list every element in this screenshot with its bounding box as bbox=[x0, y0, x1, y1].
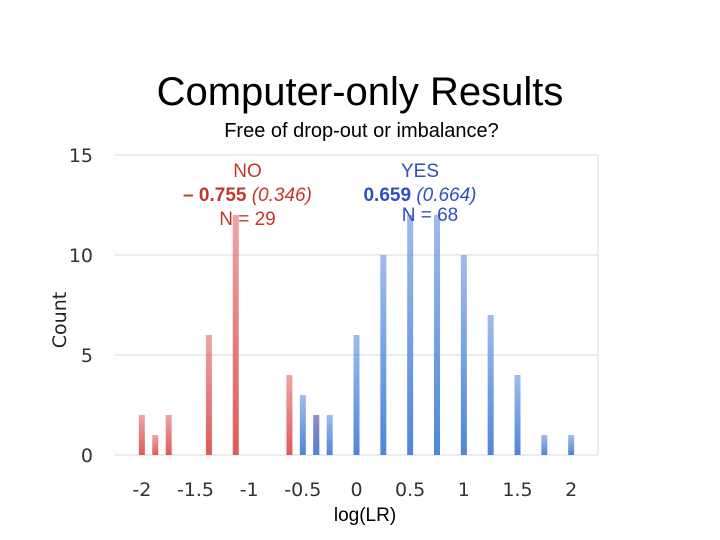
annotation-yes-se: (0.664) bbox=[416, 185, 477, 206]
annotation-yes-value: 0.659 bbox=[363, 185, 412, 206]
y-tick-label: 5 bbox=[81, 345, 93, 367]
y-tick-label: 15 bbox=[69, 145, 93, 167]
bar-yes bbox=[313, 415, 320, 455]
x-tick-label: 0.5 bbox=[395, 479, 425, 501]
annotation-no-label: NO bbox=[233, 161, 262, 182]
bar-yes bbox=[541, 435, 548, 455]
bar-yes bbox=[353, 335, 360, 455]
annotation-no-prefix: – bbox=[183, 185, 199, 206]
annotation-yes: YES 0.659 (0.664) N = 68 bbox=[345, 160, 495, 228]
bar-no bbox=[232, 215, 239, 455]
x-tick-label: 1 bbox=[458, 479, 470, 501]
bar-no bbox=[152, 435, 159, 455]
bar-yes bbox=[514, 375, 521, 455]
bar-yes bbox=[407, 215, 414, 455]
bar-yes bbox=[380, 255, 387, 455]
bar-yes bbox=[326, 415, 333, 455]
annotation-yes-stat: 0.659 (0.664) bbox=[345, 184, 495, 208]
bar-yes bbox=[299, 395, 306, 455]
x-tick-label: 0 bbox=[350, 479, 362, 501]
annotation-no-se: (0.346) bbox=[251, 185, 312, 206]
annotation-yes-label: YES bbox=[400, 161, 440, 182]
annotation-no-n: N = 29 bbox=[219, 209, 276, 230]
y-tick-label: 10 bbox=[69, 245, 93, 267]
bar-no bbox=[138, 415, 145, 455]
x-axis-label: log(LR) bbox=[334, 505, 396, 526]
x-tick-label: -1.5 bbox=[177, 479, 214, 501]
annotation-no-value: 0.755 bbox=[198, 185, 247, 206]
y-axis-label: Count bbox=[49, 292, 71, 348]
annotation-no: NO – 0.755 (0.346) N = 29 bbox=[160, 160, 335, 232]
annotation-no-stat: – 0.755 (0.346) bbox=[160, 184, 335, 208]
bar-no bbox=[286, 375, 293, 455]
chart-title: Computer-only Results bbox=[156, 70, 564, 114]
x-tick-label: -0.5 bbox=[284, 479, 321, 501]
y-tick-label: 0 bbox=[81, 445, 93, 467]
x-tick-label: -2 bbox=[132, 479, 151, 501]
annotation-yes-n: N = 68 bbox=[401, 205, 459, 226]
chart-subtitle: Free of drop-out or imbalance? bbox=[224, 120, 499, 142]
bar-yes bbox=[487, 315, 494, 455]
bar-yes bbox=[434, 215, 440, 455]
bar-no bbox=[165, 415, 172, 455]
bar-yes bbox=[460, 255, 467, 455]
bar-yes bbox=[568, 435, 575, 455]
bar-no bbox=[205, 335, 212, 455]
x-tick-label: -1 bbox=[240, 479, 259, 501]
x-tick-label: 1.5 bbox=[502, 479, 532, 501]
x-tick-label: 2 bbox=[565, 479, 577, 501]
